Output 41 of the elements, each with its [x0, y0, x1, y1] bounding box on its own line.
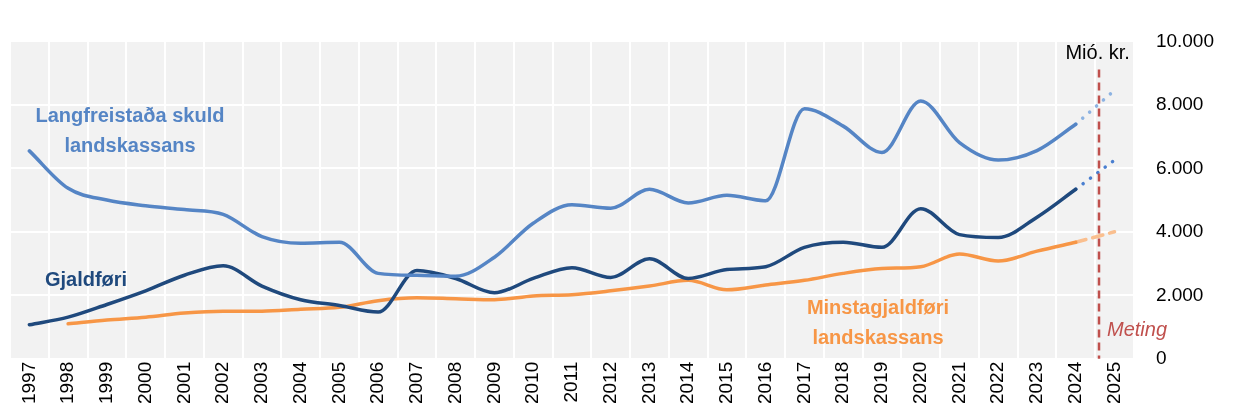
x-tick-label: 2010: [521, 361, 543, 405]
x-tick-label: 2016: [753, 361, 775, 405]
x-tick-label: 2009: [482, 361, 504, 405]
y-axis-title: Mió. kr.: [1065, 40, 1130, 63]
x-tick-label: 2002: [211, 361, 233, 405]
x-tick-label: 2008: [443, 361, 465, 405]
series-label: Gjaldføri: [44, 267, 128, 290]
x-tick-label: 2020: [908, 361, 930, 405]
x-tick-label: 1999: [95, 361, 117, 405]
ref-line-label: Meting: [1107, 318, 1168, 341]
y-tick-label: 0: [1155, 346, 1167, 368]
line-series: [27, 187, 1078, 327]
y-tick-label: 10.000: [1155, 29, 1215, 51]
x-tick-label: 2023: [1025, 361, 1047, 405]
x-tick-label: 2022: [986, 361, 1008, 405]
x-tick-label: 2012: [598, 361, 620, 405]
x-tick-label: 2014: [676, 361, 698, 405]
y-tick-label: 2.000: [1155, 283, 1204, 305]
y-tick-label: 4.000: [1155, 220, 1204, 242]
x-tick-label: 2021: [947, 361, 969, 405]
x-tick-label: 1998: [56, 361, 78, 405]
series-label: Langfreistaða skuld landskassans: [35, 103, 225, 156]
x-tick-label: 2006: [366, 361, 388, 405]
series-label: Minstagjaldføri landskassans: [806, 295, 950, 348]
x-tick-label: 2025: [1102, 361, 1124, 405]
x-tick-label: 2018: [831, 361, 853, 405]
x-tick-label: 2004: [288, 361, 310, 405]
x-tick-label: 1997: [17, 361, 39, 405]
y-tick-label: 8.000: [1155, 93, 1204, 115]
x-tick-label: 2007: [405, 361, 427, 405]
x-tick-label: 2001: [172, 361, 194, 405]
x-tick-label: 2019: [870, 361, 892, 405]
x-tick-label: 2011: [560, 361, 582, 403]
y-tick-label: 6.000: [1155, 156, 1204, 178]
x-tick-label: 2017: [792, 361, 814, 405]
x-tick-label: 2015: [715, 361, 737, 405]
x-tick-label: 2013: [637, 361, 659, 405]
x-tick-label: 2005: [327, 361, 349, 405]
x-tick-label: 2003: [250, 361, 272, 405]
x-tick-label: 2000: [133, 361, 155, 405]
x-tick-label: 2024: [1063, 361, 1085, 405]
